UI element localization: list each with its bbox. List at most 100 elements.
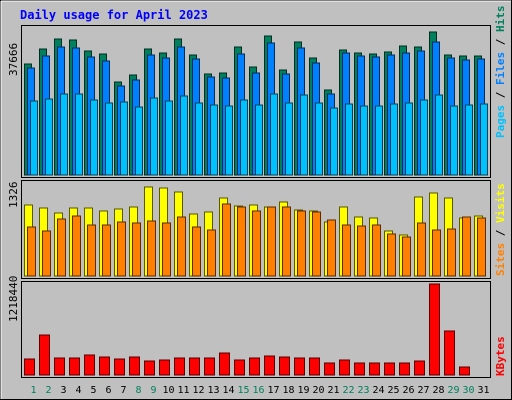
sites-bar xyxy=(477,217,486,277)
pages-bar xyxy=(30,100,38,176)
sites-bar xyxy=(447,228,456,277)
sites-bar xyxy=(357,225,366,277)
x-tick-label: 3 xyxy=(60,385,66,396)
sites-bar xyxy=(132,222,141,277)
kbytes-bar xyxy=(279,356,290,376)
kbytes-bar xyxy=(24,358,35,376)
pages-bar xyxy=(255,104,263,176)
sites-bar xyxy=(417,222,426,277)
sites-bar xyxy=(57,218,66,277)
kbytes-bar xyxy=(159,359,170,376)
chart-title: Daily usage for April 2023 xyxy=(20,8,208,22)
pages-bar xyxy=(225,105,233,176)
x-tick-label: 28 xyxy=(432,385,444,396)
kbytes-bar xyxy=(99,356,110,376)
pages-bar xyxy=(450,105,458,176)
pages-bar xyxy=(60,93,68,176)
sites-bar xyxy=(342,224,351,277)
sites-bar xyxy=(27,226,36,277)
x-tick-label: 1 xyxy=(30,385,36,396)
sites-bar xyxy=(312,211,321,277)
kbytes-bar xyxy=(219,352,230,376)
x-tick-label: 2 xyxy=(45,385,51,396)
sites-bar xyxy=(387,233,396,277)
kbytes-bar xyxy=(234,359,245,376)
kbytes-bar xyxy=(249,357,260,376)
sites-bar xyxy=(462,216,471,277)
x-tick-label: 22 xyxy=(342,385,354,396)
pages-bar xyxy=(150,97,158,176)
pages-bar xyxy=(330,107,338,176)
x-tick-label: 24 xyxy=(372,385,384,396)
pages-bar xyxy=(75,93,83,176)
x-tick-label: 4 xyxy=(75,385,81,396)
kbytes-bar xyxy=(324,362,335,376)
pages-bar xyxy=(240,99,248,176)
pages-bar xyxy=(270,93,278,176)
x-tick-label: 31 xyxy=(477,385,489,396)
kbytes-bar xyxy=(189,357,200,376)
sites-bar xyxy=(402,236,411,277)
x-tick-label: 8 xyxy=(135,385,141,396)
x-tick-label: 25 xyxy=(387,385,399,396)
kbytes-bar xyxy=(144,360,155,376)
sites-bar xyxy=(372,224,381,277)
x-tick-label: 9 xyxy=(150,385,156,396)
kbytes-bar xyxy=(459,366,470,376)
x-tick-label: 5 xyxy=(90,385,96,396)
sites-bar xyxy=(267,206,276,277)
pages-bar xyxy=(390,103,398,176)
sites-bar xyxy=(192,226,201,277)
hits-y-max-label: 37666 xyxy=(7,43,20,76)
kbytes-bar xyxy=(294,357,305,376)
sites-bar xyxy=(327,219,336,277)
x-tick-label: 6 xyxy=(105,385,111,396)
x-tick-label: 16 xyxy=(252,385,264,396)
kbytes-y-max-label: 1218440 xyxy=(7,276,20,322)
x-tick-label: 17 xyxy=(267,385,279,396)
kbytes-bar xyxy=(204,357,215,376)
x-tick-label: 26 xyxy=(402,385,414,396)
pages-bar xyxy=(165,100,173,176)
kbytes-bar xyxy=(384,362,395,376)
pages-bar xyxy=(465,104,473,176)
kbytes-bar xyxy=(429,283,440,376)
pages-bar xyxy=(375,105,383,176)
pages-bar xyxy=(315,102,323,176)
x-tick-label: 23 xyxy=(357,385,369,396)
pages-bar xyxy=(360,105,368,176)
kbytes-bar xyxy=(114,358,125,376)
pages-bar xyxy=(405,102,413,176)
sites-bar xyxy=(207,229,216,277)
sites-bar xyxy=(102,224,111,277)
kbytes-bar xyxy=(354,362,365,376)
kbytes-bar xyxy=(414,360,425,376)
sites-axis-label: Sites xyxy=(494,243,507,276)
sites-bar xyxy=(432,229,441,277)
x-tick-label: 27 xyxy=(417,385,429,396)
kbytes-bar xyxy=(84,354,95,376)
sites-bar xyxy=(117,221,126,277)
sites-bar xyxy=(147,220,156,277)
kbytes-bar xyxy=(54,357,65,376)
pages-bar xyxy=(90,99,98,176)
pages-bar xyxy=(480,103,488,176)
x-tick-label: 29 xyxy=(447,385,459,396)
x-tick-label: 21 xyxy=(327,385,339,396)
sites-bar xyxy=(297,210,306,277)
x-tick-label: 10 xyxy=(162,385,174,396)
x-tick-label: 19 xyxy=(297,385,309,396)
pages-bar xyxy=(180,95,188,176)
pages-bar xyxy=(435,94,443,176)
sites-bar xyxy=(177,216,186,277)
kbytes-axis-label: KBytes xyxy=(494,336,507,376)
pages-bar xyxy=(120,101,128,176)
sites-bar xyxy=(162,222,171,277)
x-tick-label: 30 xyxy=(462,385,474,396)
kbytes-bar xyxy=(444,330,455,376)
pages-bar xyxy=(345,103,353,176)
kbytes-bar xyxy=(309,357,320,376)
sites-bar xyxy=(222,203,231,277)
pages-bar xyxy=(195,102,203,176)
